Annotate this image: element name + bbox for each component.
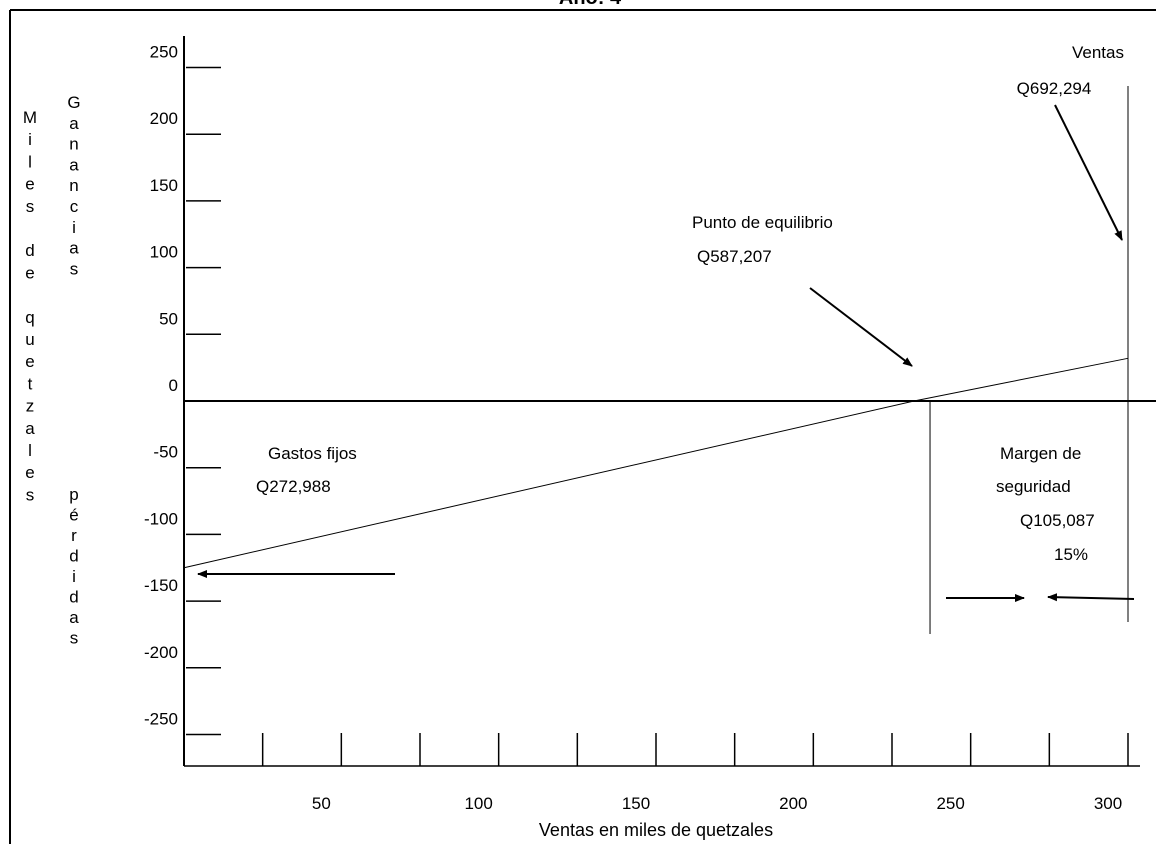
x-ticks: 50 100 150 200 250 300	[261, 733, 1129, 813]
y-label-letter: s	[70, 629, 79, 648]
y-label-letter: a	[69, 239, 79, 258]
y-label-letter: q	[25, 308, 34, 327]
y-tick-label: 250	[150, 43, 178, 62]
y-label-letter: a	[69, 608, 79, 627]
y-label-letter: e	[25, 352, 34, 371]
y-tick-label: 150	[150, 176, 178, 195]
y-label-letter: i	[72, 567, 76, 586]
y-label-letter: z	[26, 397, 35, 416]
fixed-costs-value: Q272,988	[256, 477, 331, 496]
y-label-letter: G	[67, 93, 80, 112]
sales-value: Q692,294	[1017, 79, 1092, 98]
y-label-letter: d	[69, 547, 78, 566]
y-label-letter: a	[25, 419, 35, 438]
y-label-letter: d	[69, 588, 78, 607]
y-label-letter: l	[28, 441, 32, 460]
safety-margin-arrow-left	[1047, 593, 1135, 602]
y-label-letter: s	[26, 197, 35, 216]
y-label-letter: c	[70, 197, 79, 216]
y-label-letter: i	[72, 218, 76, 237]
y-label-letter: u	[25, 330, 34, 349]
break-even-label: Punto de equilibrio	[692, 213, 833, 232]
y-tick-label: -50	[153, 443, 178, 462]
y-tick-label: 0	[169, 376, 178, 395]
y-tick-label: -250	[144, 710, 178, 729]
y-tick-label: -150	[144, 576, 178, 595]
y-label-letter: a	[69, 155, 79, 174]
y-label-letter: a	[69, 114, 79, 133]
x-tick-label: 200	[779, 794, 807, 813]
fixed-costs-label: Gastos fijos	[268, 444, 357, 463]
y-label-letter: s	[26, 485, 35, 504]
y-label-letter: t	[28, 374, 33, 393]
sales-arrow	[1054, 104, 1123, 241]
y-label-letter: n	[69, 135, 78, 154]
x-tick-label: 50	[312, 794, 331, 813]
y-tick-label: 200	[150, 109, 178, 128]
y-label-letter: i	[28, 130, 32, 149]
y-tick-label: 50	[159, 309, 178, 328]
chart-title: Año: 4	[559, 0, 622, 9]
y-ticks: 250 200 150 100 50 0 -50 -100 -150 -200 -250	[144, 43, 221, 736]
safety-margin-value: Q105,087	[1020, 511, 1095, 530]
y-label-letter: M	[23, 108, 37, 127]
break-even-arrow	[809, 287, 913, 367]
y-tick-label: 100	[150, 243, 178, 262]
y-label-letter: e	[25, 175, 34, 194]
x-tick-label: 300	[1094, 794, 1122, 813]
y-label-letter: e	[25, 463, 34, 482]
y-tick-label: -200	[144, 643, 178, 662]
safety-margin-label-1: Margen de	[1000, 444, 1081, 463]
profit-line	[183, 357, 1129, 569]
x-tick-label: 250	[936, 794, 964, 813]
y-label-letter: e	[25, 263, 34, 282]
y-label-letter: é	[69, 506, 78, 525]
y-tick-label: -100	[144, 509, 178, 528]
y-label-letter: d	[25, 241, 34, 260]
x-tick-label: 150	[622, 794, 650, 813]
safety-margin-label-2: seguridad	[996, 477, 1071, 496]
y-label-letter: n	[69, 176, 78, 195]
y-label-letter: r	[71, 526, 77, 545]
break-even-value: Q587,207	[697, 247, 772, 266]
safety-margin-percent: 15%	[1054, 545, 1088, 564]
x-axis-label: Ventas en miles de quetzales	[539, 820, 773, 840]
x-tick-label: 100	[464, 794, 492, 813]
y-label-letter: l	[28, 152, 32, 171]
sales-label: Ventas	[1072, 43, 1124, 62]
y-label-letter: p	[69, 485, 78, 504]
y-label-letter: s	[70, 259, 79, 278]
